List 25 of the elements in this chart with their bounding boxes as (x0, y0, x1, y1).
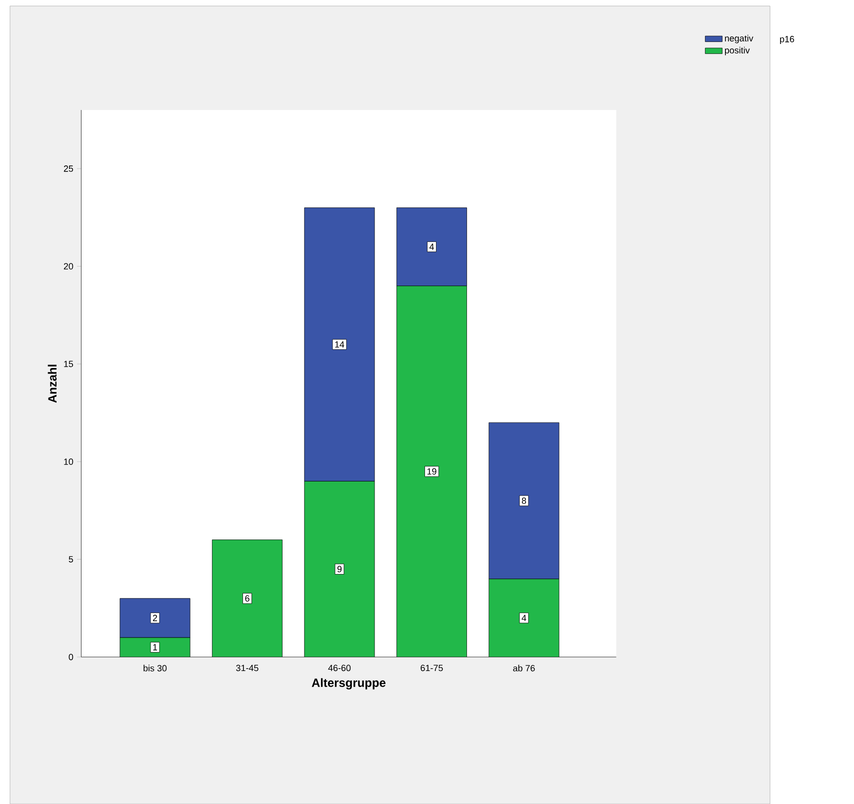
data-label: 4 (429, 244, 434, 250)
data-label: 1 (153, 644, 158, 650)
y-axis-title: Anzahl (48, 364, 57, 403)
data-label: 8 (522, 497, 526, 504)
x-tick-label: 31-45 (236, 664, 258, 672)
data-label: 6 (245, 595, 250, 602)
x-axis-title: Altersgruppe (312, 678, 386, 690)
data-label: 2 (152, 614, 158, 621)
legend-label: negativ (725, 34, 754, 44)
y-tick-label: 10 (64, 458, 74, 465)
y-tick-label: 15 (64, 360, 74, 368)
y-tick-label: 20 (64, 263, 74, 270)
legend-label: positiv (724, 46, 750, 56)
y-tick-label: 25 (64, 165, 74, 172)
data-label: 4 (522, 614, 526, 621)
y-tick-label: 0 (68, 654, 74, 660)
data-label: 14 (335, 341, 344, 348)
data-label: 19 (427, 468, 436, 475)
y-tick-label: 5 (68, 556, 74, 562)
data-label: 9 (337, 566, 342, 572)
legend-title: p16 (780, 36, 794, 44)
x-tick-label: 61-75 (420, 664, 443, 672)
x-tick-label: bis 30 (144, 664, 167, 672)
x-tick-label: ab 76 (513, 664, 535, 672)
x-tick-label: 46-60 (328, 664, 351, 672)
